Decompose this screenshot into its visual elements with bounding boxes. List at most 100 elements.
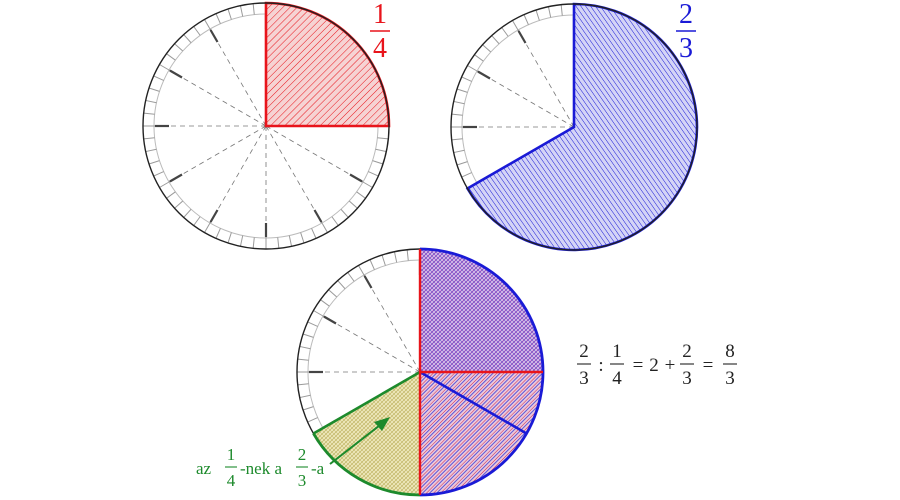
minute-tick bbox=[227, 8, 232, 20]
hour-marker bbox=[517, 30, 527, 44]
minute-tick bbox=[183, 208, 192, 218]
minute-tick bbox=[143, 112, 155, 115]
minute-tick bbox=[501, 27, 509, 37]
minute-tick bbox=[159, 181, 170, 188]
minute-tick bbox=[311, 228, 317, 239]
minute-tick bbox=[302, 406, 314, 411]
minute-tick bbox=[453, 149, 465, 154]
minute-tick bbox=[183, 34, 192, 44]
minute-tick bbox=[166, 53, 176, 61]
minute-tick bbox=[337, 280, 346, 290]
minute-tick bbox=[340, 208, 349, 218]
hour-marker bbox=[209, 209, 219, 223]
minute-tick bbox=[193, 26, 201, 36]
annotation-f2-denominator: 3 bbox=[298, 471, 307, 490]
minute-tick bbox=[297, 358, 309, 361]
minute-tick bbox=[482, 44, 492, 53]
hour-spoke bbox=[517, 29, 575, 128]
minute-tick bbox=[456, 88, 468, 93]
minute-tick bbox=[369, 259, 375, 270]
eq-c-denominator: 3 bbox=[682, 368, 692, 389]
minute-tick bbox=[560, 4, 563, 16]
annotation-middle: -nek a bbox=[240, 459, 282, 478]
minute-tick bbox=[145, 148, 157, 153]
eq-result-numerator: 8 bbox=[725, 341, 735, 362]
minute-tick bbox=[347, 272, 355, 282]
eq-b-numerator: 1 bbox=[612, 341, 622, 362]
hour-spoke bbox=[265, 125, 364, 183]
one-quarter-sector bbox=[264, 1, 391, 128]
fraction-label-two-thirds: 2 3 bbox=[676, 0, 696, 64]
hour-marker bbox=[313, 209, 323, 223]
hour-spoke bbox=[476, 70, 575, 128]
minute-tick bbox=[288, 235, 293, 247]
minute-tick bbox=[277, 237, 280, 249]
second-quarter-sector bbox=[420, 372, 543, 495]
minute-tick bbox=[215, 228, 221, 239]
two-thirds-of-quarter-sector bbox=[313, 372, 420, 495]
fraction-denominator: 4 bbox=[373, 33, 387, 64]
minute-tick bbox=[204, 222, 211, 233]
minute-tick bbox=[456, 161, 468, 166]
blue-spoke bbox=[419, 370, 528, 435]
hour-marker bbox=[169, 173, 183, 183]
fraction-label-one-quarter: 1 4 bbox=[370, 0, 390, 64]
minute-tick bbox=[143, 137, 155, 140]
hour-marker bbox=[477, 70, 491, 80]
minute-tick bbox=[461, 76, 472, 82]
minute-tick bbox=[377, 137, 389, 140]
minute-tick bbox=[307, 321, 318, 327]
minute-tick bbox=[299, 394, 311, 399]
eq-equals-sign: = bbox=[633, 355, 644, 376]
eq-plus-sign: + bbox=[665, 355, 676, 376]
minute-tick bbox=[358, 265, 365, 276]
minute-tick bbox=[406, 249, 409, 261]
eq-whole-number: 2 bbox=[649, 355, 659, 376]
hour-marker bbox=[349, 173, 363, 183]
eq-divide-sign: : bbox=[598, 355, 603, 376]
minute-tick bbox=[215, 13, 221, 24]
hour-spoke bbox=[168, 69, 267, 127]
annotation-arrow bbox=[329, 417, 390, 465]
minute-tick bbox=[535, 9, 540, 21]
annotation-f1-denominator: 4 bbox=[227, 471, 236, 490]
hour-marker bbox=[323, 315, 337, 325]
annotation-suffix: -a bbox=[311, 459, 325, 478]
minute-tick bbox=[362, 181, 373, 188]
minute-tick bbox=[148, 160, 160, 165]
minute-tick bbox=[512, 20, 519, 31]
minute-tick bbox=[453, 100, 465, 105]
green-arc bbox=[312, 432, 421, 497]
eq-b-denominator: 4 bbox=[612, 368, 622, 389]
fraction-numerator: 2 bbox=[679, 0, 693, 30]
hour-marker bbox=[209, 29, 219, 43]
clock-combined bbox=[296, 247, 545, 497]
minute-tick bbox=[239, 5, 244, 17]
minute-tick bbox=[331, 216, 339, 226]
clock-two-thirds bbox=[450, 2, 699, 252]
minute-tick bbox=[313, 310, 324, 317]
clock-one-quarter bbox=[142, 1, 391, 250]
eq-result-denominator: 3 bbox=[725, 368, 735, 389]
minute-tick bbox=[381, 254, 386, 266]
minute-tick bbox=[451, 138, 463, 141]
minute-tick bbox=[193, 216, 201, 226]
annotation-prefix: az bbox=[196, 459, 212, 478]
minute-tick bbox=[227, 232, 232, 244]
hour-marker bbox=[169, 69, 183, 79]
hour-spoke bbox=[168, 125, 267, 183]
minute-tick bbox=[356, 191, 366, 199]
eq-a-numerator: 2 bbox=[579, 341, 589, 362]
minute-tick bbox=[300, 232, 305, 244]
hour-spoke bbox=[265, 125, 323, 224]
eq-a-denominator: 3 bbox=[579, 368, 589, 389]
minute-tick bbox=[461, 172, 472, 178]
annotation-label: az 1 4 -nek a 2 3 -a bbox=[196, 445, 325, 490]
fraction-denominator: 3 bbox=[679, 33, 693, 64]
minute-tick bbox=[252, 3, 255, 15]
minute-tick bbox=[252, 237, 255, 249]
minute-tick bbox=[320, 299, 330, 307]
eq-c-numerator: 2 bbox=[682, 341, 692, 362]
green-spoke bbox=[312, 370, 421, 435]
